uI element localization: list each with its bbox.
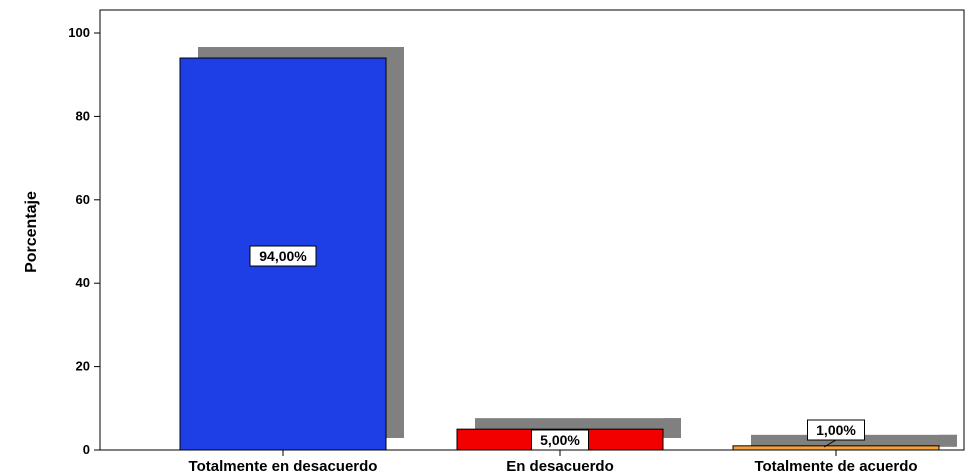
bar-shadow-top xyxy=(475,418,681,431)
bar-shadow-side xyxy=(939,434,957,443)
bar-shadow-top xyxy=(198,47,404,60)
x-axis-ticks: Totalmente en desacuerdo En desacuerdo Tot… xyxy=(189,450,918,475)
data-label-box xyxy=(249,245,317,267)
y-axis-ticks: 0 20 40 60 80 100 xyxy=(68,25,100,457)
y-axis-label: Porcentaje xyxy=(23,191,40,273)
data-label-box xyxy=(531,429,589,451)
bars xyxy=(179,57,940,451)
y-tick-label: 100 xyxy=(68,25,90,40)
data-label: 94,00% xyxy=(259,248,307,264)
y-tick-label: 40 xyxy=(76,275,90,290)
x-tick-label: En desacuerdo xyxy=(506,458,614,475)
bar-shadow-side xyxy=(386,47,404,439)
bar-shadow-side xyxy=(663,418,681,438)
bar-shadow-top xyxy=(751,434,957,447)
data-labels: 94,00% 5,00% 1,00% xyxy=(249,245,865,451)
data-label: 1,00% xyxy=(816,422,856,438)
y-tick-label: 0 xyxy=(83,442,90,457)
y-tick-label: 60 xyxy=(76,192,90,207)
y-tick-label: 80 xyxy=(76,108,90,123)
y-tick-label: 20 xyxy=(76,359,90,374)
x-tick-label: Totalmente en desacuerdo xyxy=(189,458,378,475)
data-label: 5,00% xyxy=(540,432,580,448)
bar xyxy=(732,445,940,451)
data-label-leader xyxy=(823,439,837,448)
bar-shadows xyxy=(198,47,957,447)
x-tick-label: Totalmente de acuerdo xyxy=(754,458,917,475)
data-label-box xyxy=(807,419,865,441)
